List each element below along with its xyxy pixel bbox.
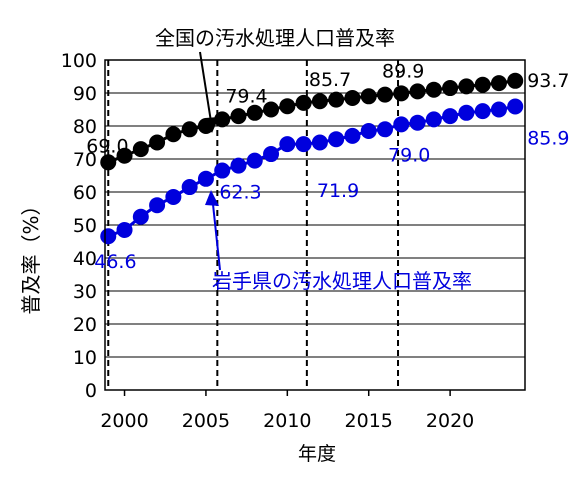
data-point-1 [311,134,328,151]
y-tick-label: 10 [73,347,97,369]
x-tick-label: 2020 [426,410,474,432]
iwate-arrowhead [205,190,219,206]
y-tick-label: 70 [73,149,97,171]
data-point-0 [230,108,247,125]
national-callout-arrow [199,51,213,129]
data-point-0 [214,111,231,128]
y-tick-label: 20 [73,314,97,336]
data-label: 62.3 [219,182,261,204]
data-point-0 [442,80,459,97]
data-point-1 [328,131,345,148]
data-point-1 [295,136,312,153]
data-point-0 [409,83,426,100]
data-labels: 69.0 79.4 85.7 89.9 93.7 46.6 62.3 71.9 79.0 85.9 [86,60,569,273]
data-point-0 [490,75,507,92]
data-point-0 [311,93,328,110]
data-point-1 [458,104,475,121]
data-point-1 [344,127,361,144]
y-tick-label: 90 [73,83,97,105]
data-point-0 [279,98,296,115]
data-point-0 [425,81,442,98]
data-point-0 [458,78,475,95]
data-label: 89.9 [382,60,424,82]
data-point-1 [393,116,410,133]
data-point-1 [181,179,198,196]
y-tick-label: 100 [61,50,97,72]
data-point-1 [246,152,263,169]
data-point-1 [377,121,393,138]
data-point-0 [181,121,198,138]
data-label: 71.9 [317,180,359,202]
data-point-1 [230,157,247,174]
data-label: 79.0 [388,144,430,166]
data-point-0 [360,88,377,105]
data-point-1 [490,101,507,118]
data-label: 46.6 [94,251,136,273]
y-tick-label: 50 [73,215,97,237]
y-tick-label: 30 [73,281,97,303]
y-axis-ticks: 0 10 20 30 40 50 60 70 80 90 100 [61,50,97,402]
data-point-1 [214,162,231,179]
data-point-0 [344,89,361,106]
data-point-0 [474,76,491,93]
data-point-1 [409,114,426,131]
data-label: 79.4 [225,85,267,107]
x-tick-label: 2010 [263,410,311,432]
data-point-0 [132,141,149,158]
legend-national: 全国の汚水処理人口普及率 [155,26,395,50]
legend-arrows [199,51,221,271]
data-point-1 [263,146,280,163]
iwate-callout-arrow [211,194,221,271]
data-point-0 [149,134,166,151]
data-point-0 [263,101,280,118]
data-label: 85.9 [527,128,569,150]
data-point-1 [165,188,182,205]
data-point-0 [393,85,410,102]
data-point-1 [442,108,459,125]
x-tick-label: 2000 [100,410,148,432]
national-arrowhead [205,117,219,133]
data-label: 85.7 [309,69,351,91]
data-point-0 [295,94,312,111]
data-point-0 [246,104,263,121]
data-label: 69.0 [86,135,128,157]
x-tick-label: 2005 [182,410,230,432]
y-tick-label: 40 [73,248,97,270]
plot-frame [104,59,526,391]
y-axis-label: 普及率（%） [19,195,43,314]
data-label: 93.7 [527,70,569,92]
x-axis-label: 年度 [298,443,336,465]
data-point-1 [425,111,442,128]
x-tick-label: 2015 [345,410,393,432]
x-axis-ticks: 2000 2005 2010 2015 2020 [100,390,474,432]
data-point-1 [279,136,296,153]
data-point-1 [197,170,214,187]
data-point-1 [507,98,524,115]
data-point-1 [132,208,149,225]
data-point-0 [507,72,524,89]
data-point-1 [116,221,133,238]
data-point-0 [328,91,345,108]
y-tick-label: 80 [73,116,97,138]
data-point-1 [100,228,117,245]
y-tick-label: 0 [85,380,97,402]
data-point-1 [149,197,166,214]
data-point-1 [360,122,377,139]
data-point-0 [165,126,182,143]
y-tick-label: 60 [73,182,97,204]
data-point-0 [116,147,133,164]
legend-iwate: 岩手県の汚水処理人口普及率 [212,269,472,293]
data-point-0 [377,86,393,103]
series-group [100,72,524,245]
data-point-1 [474,103,491,120]
